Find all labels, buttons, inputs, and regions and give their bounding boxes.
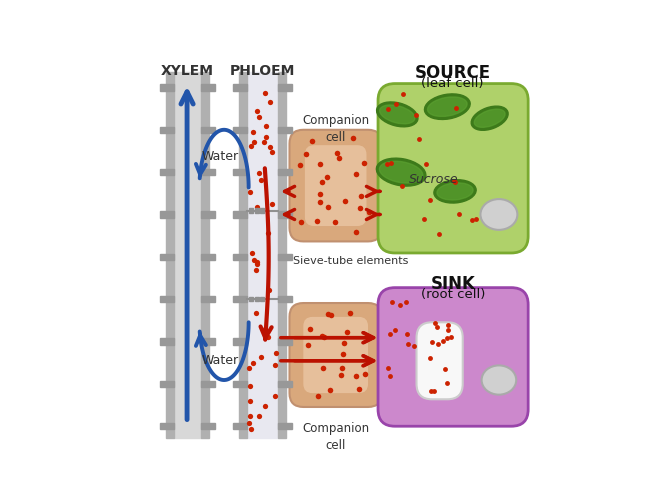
Bar (233, 339, 247, 345)
Bar (160, 423, 174, 429)
Bar (201, 339, 215, 345)
Bar (278, 127, 292, 133)
Bar (233, 254, 247, 260)
Bar (233, 211, 247, 218)
Bar (160, 84, 174, 91)
Bar (255, 208, 259, 213)
Ellipse shape (437, 183, 473, 200)
Bar (201, 127, 215, 133)
Ellipse shape (482, 365, 517, 395)
Text: Sucrose: Sucrose (409, 173, 458, 186)
Ellipse shape (380, 105, 415, 124)
Text: (leaf cell): (leaf cell) (421, 78, 484, 90)
Bar (201, 381, 215, 387)
Text: Companion
cell: Companion cell (302, 114, 369, 144)
FancyBboxPatch shape (289, 303, 382, 407)
FancyBboxPatch shape (304, 317, 368, 393)
Ellipse shape (377, 158, 426, 186)
Bar (278, 381, 292, 387)
Text: SOURCE: SOURCE (415, 65, 491, 82)
Text: (root cell): (root cell) (421, 288, 485, 300)
Bar (233, 84, 247, 91)
Bar (260, 297, 264, 301)
Bar (247, 72, 278, 438)
FancyBboxPatch shape (289, 130, 382, 241)
Bar (278, 72, 285, 438)
Bar (160, 381, 174, 387)
Bar (278, 211, 292, 218)
Ellipse shape (474, 109, 505, 128)
Text: SINK: SINK (430, 275, 475, 292)
Text: Water: Water (202, 354, 239, 367)
Bar (233, 296, 247, 302)
Bar (255, 297, 259, 301)
Bar (201, 296, 215, 302)
Bar (233, 381, 247, 387)
FancyBboxPatch shape (378, 288, 528, 426)
Ellipse shape (377, 102, 418, 127)
Bar (239, 72, 247, 438)
Text: Sieve-tube elements: Sieve-tube elements (293, 256, 409, 266)
Ellipse shape (480, 199, 517, 230)
Bar (166, 72, 174, 438)
Bar (278, 339, 292, 345)
FancyBboxPatch shape (378, 84, 528, 253)
Text: Companion
cell: Companion cell (302, 422, 369, 453)
Bar (249, 297, 253, 301)
Bar (160, 127, 174, 133)
Ellipse shape (434, 180, 476, 203)
Bar (201, 84, 215, 91)
Bar (249, 208, 253, 213)
Bar (233, 423, 247, 429)
Bar (160, 339, 174, 345)
Bar (233, 169, 247, 175)
Bar (278, 169, 292, 175)
Bar (201, 423, 215, 429)
Ellipse shape (471, 106, 508, 131)
FancyBboxPatch shape (305, 145, 366, 226)
Bar (201, 211, 215, 218)
Bar (160, 254, 174, 260)
FancyBboxPatch shape (417, 322, 463, 399)
Text: PHLOEM: PHLOEM (230, 65, 295, 78)
Ellipse shape (427, 97, 467, 116)
Bar (201, 169, 215, 175)
Bar (278, 423, 292, 429)
Bar (160, 211, 174, 218)
Bar (278, 254, 292, 260)
Bar (260, 208, 264, 213)
Ellipse shape (379, 161, 423, 183)
Text: XYLEM: XYLEM (161, 65, 214, 78)
Bar (174, 72, 201, 438)
Bar (233, 127, 247, 133)
Bar (160, 296, 174, 302)
Bar (160, 169, 174, 175)
Bar (278, 84, 292, 91)
Bar (201, 72, 208, 438)
Ellipse shape (425, 94, 470, 119)
Bar (201, 254, 215, 260)
Text: Water: Water (202, 150, 239, 163)
Bar (278, 296, 292, 302)
